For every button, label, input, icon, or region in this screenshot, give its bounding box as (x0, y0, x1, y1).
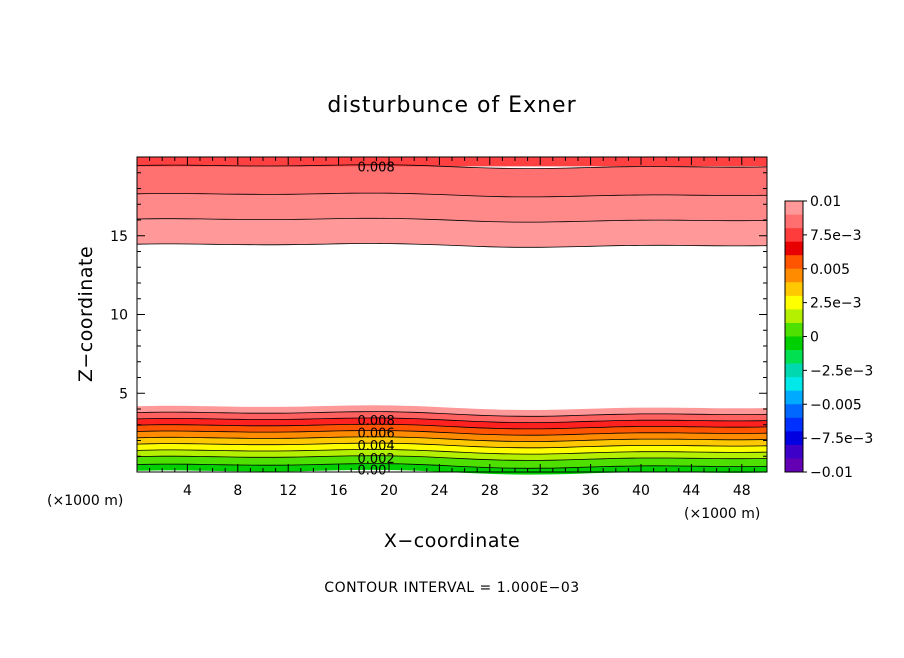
contour-band (137, 417, 767, 429)
y-tick-label: 15 (110, 229, 128, 245)
colorbar-swatch (785, 241, 803, 256)
contour-line (136, 436, 768, 442)
colorbar-label: −0.005 (810, 397, 862, 413)
contour-label: 0.006 (358, 427, 395, 442)
contour-label: 0.002 (358, 452, 395, 467)
contour-line (136, 430, 768, 436)
contour-band (137, 164, 767, 197)
x-tick-label: 32 (531, 483, 549, 499)
x-tick-label: 20 (380, 483, 398, 499)
colorbar-swatch (785, 214, 803, 229)
contour-line (136, 217, 768, 223)
contour-line (136, 411, 768, 417)
contour-label: 0.00 (358, 464, 387, 479)
y-tick-label: 10 (110, 308, 128, 324)
colorbar-label: −2.5e−3 (810, 363, 873, 379)
colorbar-swatch (785, 417, 803, 432)
colorbar-swatch (785, 431, 803, 446)
y-axis-label: Z−coordinate (75, 246, 97, 382)
x-tick-label: 16 (330, 483, 348, 499)
contour-band (137, 218, 767, 248)
contour-line (136, 243, 768, 248)
colorbar-label: 0.01 (810, 194, 841, 210)
contour-band (137, 411, 767, 423)
contour-band (137, 430, 767, 442)
colorbar-label: 0 (810, 330, 819, 346)
colorbar-swatch (785, 268, 803, 283)
contour-band (137, 193, 767, 223)
colorbar-swatch (785, 309, 803, 324)
colorbar-swatch (785, 363, 803, 378)
colorbar-swatch (785, 350, 803, 364)
contour-line (136, 442, 768, 449)
colorbar-swatch (785, 390, 803, 405)
colorbar-swatch (785, 444, 803, 459)
colorbar-label: 7.5e−3 (810, 228, 862, 244)
contour-line (136, 164, 768, 170)
colorbar-label: −0.01 (810, 465, 853, 481)
contour-line (136, 448, 768, 455)
chart-title: disturbunce of Exner (327, 93, 576, 118)
x-tick-label: 12 (279, 483, 297, 499)
contour-line (136, 455, 768, 461)
x-tick-label: 40 (632, 483, 650, 499)
colorbar-swatch (785, 255, 803, 270)
colorbar-swatch (785, 295, 803, 310)
colorbar-swatch (785, 228, 803, 242)
colorbar-swatch (785, 336, 803, 351)
contour-line (136, 423, 768, 430)
colorbar-swatch (785, 458, 803, 473)
contour-label: 0.008 (358, 160, 395, 175)
x-unit-label-left: (×1000 m) (47, 493, 123, 509)
y-tick-label: 5 (119, 386, 128, 402)
colorbar: 0.01 7.5e−3 0.005 2.5e−3 0 −2.5e−3 −0.005 −7.5e… (784, 194, 873, 481)
contour-band (137, 443, 767, 455)
colorbar-swatch (785, 404, 803, 419)
contour-band (137, 157, 767, 167)
x-tick-label: 24 (430, 483, 448, 499)
x-tick-label: 48 (733, 483, 751, 499)
x-tick-label: 44 (682, 483, 700, 499)
x-tick-label: 36 (582, 483, 600, 499)
contour-label: 0.004 (358, 439, 395, 454)
colorbar-swatch (785, 282, 803, 297)
colorbar-label: 0.005 (810, 262, 850, 278)
x-tick-label: 8 (233, 483, 242, 499)
contour-line (136, 192, 768, 198)
contour-line (136, 417, 768, 423)
colorbar-swatch (785, 322, 803, 337)
contour-label: 0.008 (358, 414, 395, 429)
x-tick-label: 28 (481, 483, 499, 499)
contour-interval-text: CONTOUR INTERVAL = 1.000E−03 (324, 580, 579, 596)
contour-band (137, 424, 767, 436)
contour-band (137, 436, 767, 448)
colorbar-swatch (785, 377, 803, 391)
contour-band (137, 449, 767, 461)
colorbar-swatch (785, 201, 803, 215)
x-unit-label-right: (×1000 m) (684, 506, 760, 522)
colorbar-label: −7.5e−3 (810, 431, 873, 447)
x-tick-label: 4 (183, 483, 192, 499)
contour-line (136, 463, 768, 469)
x-axis-label: X−coordinate (384, 530, 520, 552)
colorbar-label: 2.5e−3 (810, 296, 862, 312)
contour-band (137, 405, 767, 417)
